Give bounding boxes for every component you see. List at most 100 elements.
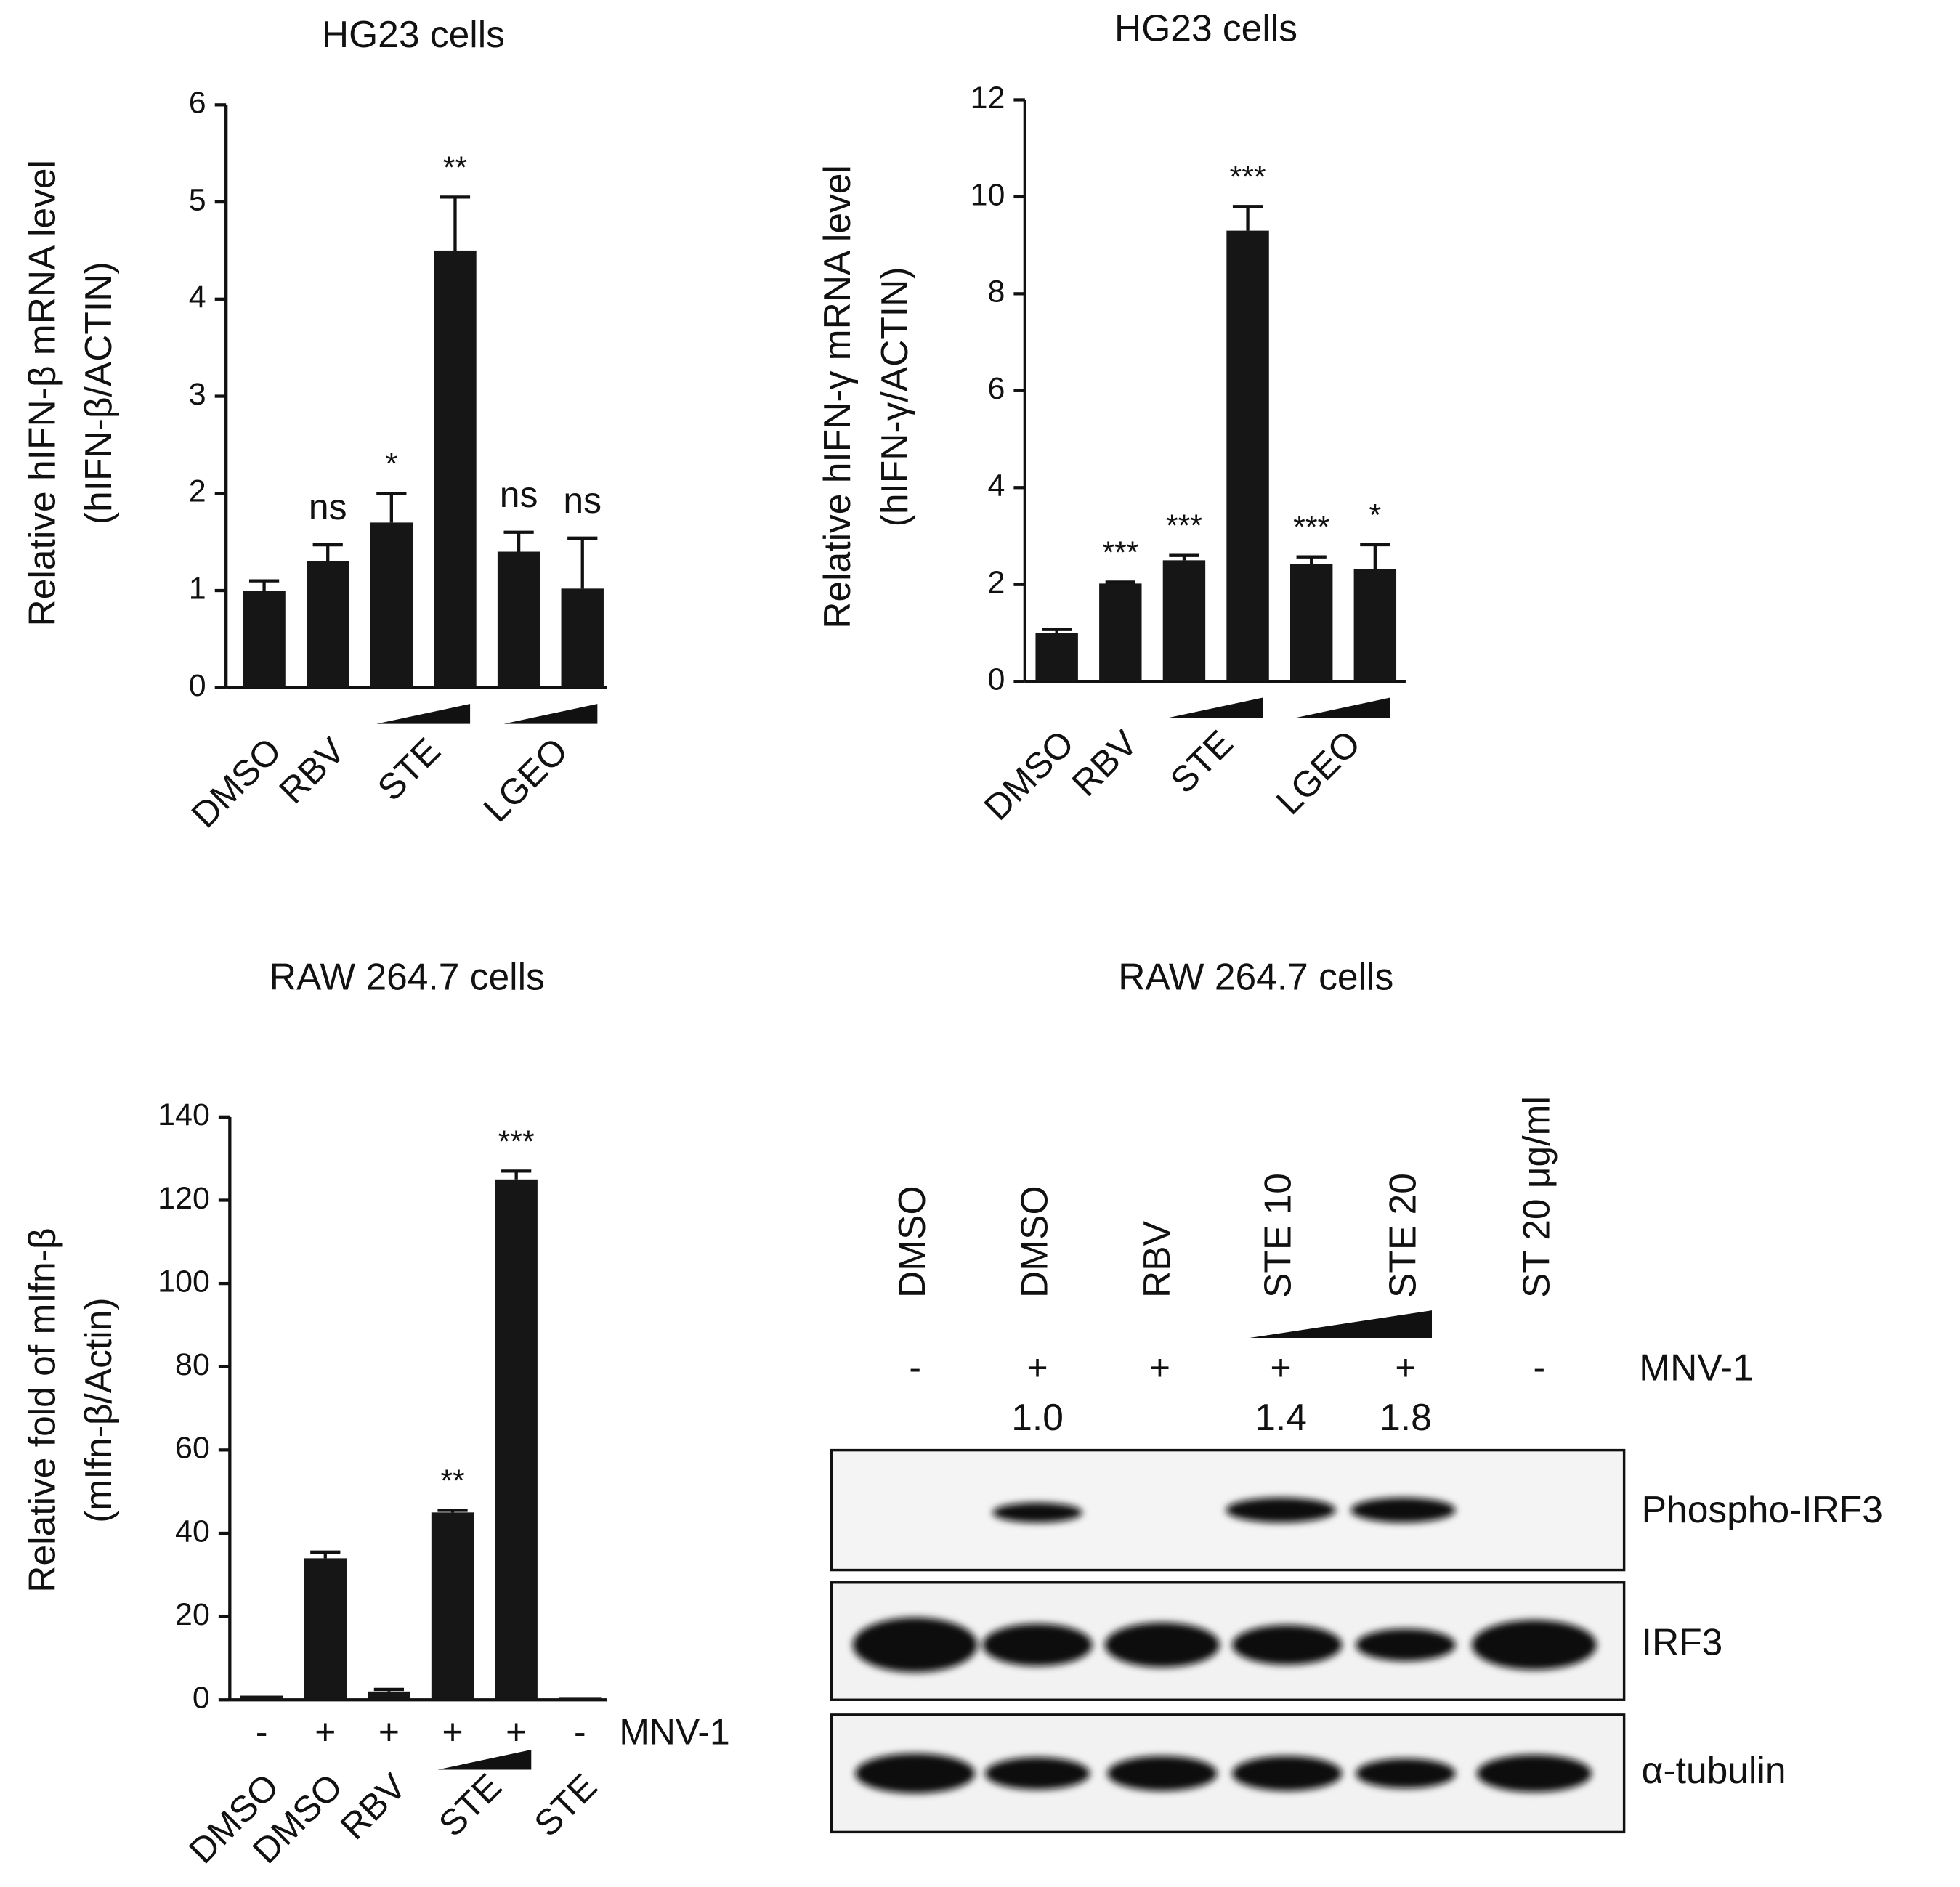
x-tick-label: LGEO <box>476 730 575 829</box>
bar <box>497 551 540 688</box>
y-tick-label: 8 <box>987 275 1005 309</box>
band <box>1356 1628 1456 1661</box>
dose-wedge <box>437 1749 532 1770</box>
y-tick-label: 4 <box>987 468 1005 503</box>
treatment-label: MNV-1 <box>619 1712 729 1753</box>
significance: ** <box>443 150 468 185</box>
treatment-sign: - <box>574 1712 586 1753</box>
band <box>852 1617 978 1673</box>
error-bar <box>312 543 343 561</box>
chart-title: RAW 264.7 cells <box>270 955 545 997</box>
treatment-sign: - <box>909 1347 921 1388</box>
lane-label: RBV <box>1135 1220 1178 1298</box>
dose-wedge <box>1169 697 1263 718</box>
x-tick-label: STE <box>431 1766 509 1844</box>
error-bar <box>1360 543 1390 569</box>
dose-wedge <box>1250 1310 1433 1338</box>
significance: ** <box>440 1464 465 1498</box>
bar <box>434 250 477 688</box>
significance: ns <box>563 480 602 521</box>
x-tick-label: STE <box>370 730 448 808</box>
treatment-sign: + <box>1395 1347 1416 1388</box>
band <box>1104 1622 1220 1668</box>
x-tick-label: LGEO <box>1268 723 1368 822</box>
x-tick-label: STE <box>526 1766 604 1844</box>
error-bar <box>1105 580 1135 584</box>
y-tick-label: 6 <box>189 86 206 121</box>
treatment-sign: + <box>1271 1347 1292 1388</box>
lane-label: STE 10 <box>1257 1173 1299 1298</box>
y-tick-label: 6 <box>987 371 1005 406</box>
y-tick-label: 100 <box>158 1264 210 1299</box>
bar <box>368 1691 410 1700</box>
lane-label: DMSO <box>891 1185 933 1298</box>
bar <box>1226 230 1269 682</box>
band <box>1471 1620 1597 1671</box>
blot-row-label: IRF3 <box>1642 1620 1723 1663</box>
bar <box>243 591 286 688</box>
blot-row-label: Phospho-IRF3 <box>1642 1488 1883 1530</box>
bar <box>307 561 349 688</box>
significance: * <box>1369 498 1381 533</box>
error-bar <box>310 1550 341 1559</box>
significance: *** <box>1102 535 1138 570</box>
y-tick-label: 60 <box>175 1431 210 1466</box>
y-tick-label: 12 <box>971 81 1005 115</box>
y-tick-label: 0 <box>987 662 1005 697</box>
y-tick-label: 2 <box>987 565 1005 600</box>
band <box>992 1502 1082 1523</box>
error-bar <box>1042 628 1072 633</box>
y-tick-label: 3 <box>189 377 206 412</box>
treatment-sign: + <box>378 1712 400 1753</box>
significance: ns <box>500 474 538 515</box>
error-bar <box>373 1687 405 1692</box>
quantification: 1.4 <box>1255 1396 1307 1438</box>
dose-wedge <box>503 704 598 724</box>
blot-title: RAW 264.7 cells <box>1118 955 1393 997</box>
y-tick-label: 140 <box>158 1097 210 1132</box>
lane-label: DMSO <box>1013 1185 1056 1298</box>
x-tick-label: STE <box>1162 723 1241 801</box>
blot-bands <box>852 1497 1597 1794</box>
error-bar <box>376 492 407 523</box>
lane-label: ST 20 μg/ml <box>1515 1096 1557 1298</box>
treatment-sign: + <box>442 1712 463 1753</box>
y-tick-label: 5 <box>189 182 206 217</box>
y-axis-label: Relative hIFN-β mRNA level <box>21 160 63 626</box>
error-bar <box>503 530 534 552</box>
x-tick-label: RBV <box>1064 723 1146 804</box>
quantification: 1.8 <box>1380 1396 1432 1438</box>
bar <box>561 588 604 688</box>
y-tick-label: 40 <box>175 1514 210 1549</box>
band <box>1107 1756 1218 1791</box>
band <box>1350 1497 1456 1523</box>
bar <box>304 1558 347 1700</box>
bar <box>1289 564 1333 682</box>
bar <box>559 1697 602 1700</box>
bar <box>240 1695 283 1700</box>
band <box>984 1757 1090 1790</box>
significance: *** <box>1293 510 1329 545</box>
treatment-sign: - <box>1533 1347 1545 1388</box>
significance: *** <box>1166 508 1202 543</box>
significance: *** <box>1229 160 1266 195</box>
significance: ns <box>309 487 347 527</box>
y-tick-label: 0 <box>193 1681 210 1716</box>
y-tick-label: 120 <box>158 1181 210 1216</box>
y-axis-label: Relative fold of mIfn-β <box>21 1228 63 1593</box>
y-axis-label: (hIFN-β/ACTIN) <box>77 261 119 524</box>
blot-row-label: α-tubulin <box>1642 1749 1786 1791</box>
dose-wedge <box>1296 697 1390 718</box>
y-tick-label: 1 <box>189 571 206 606</box>
treatment-label: MNV-1 <box>1639 1346 1754 1388</box>
error-bar <box>1169 553 1199 561</box>
error-bar <box>1296 555 1327 564</box>
y-tick-label: 20 <box>175 1597 210 1632</box>
bar <box>1099 583 1142 682</box>
x-tick-label: RBV <box>333 1766 414 1847</box>
band <box>855 1753 976 1794</box>
band <box>982 1623 1093 1666</box>
dose-wedge <box>376 704 471 724</box>
